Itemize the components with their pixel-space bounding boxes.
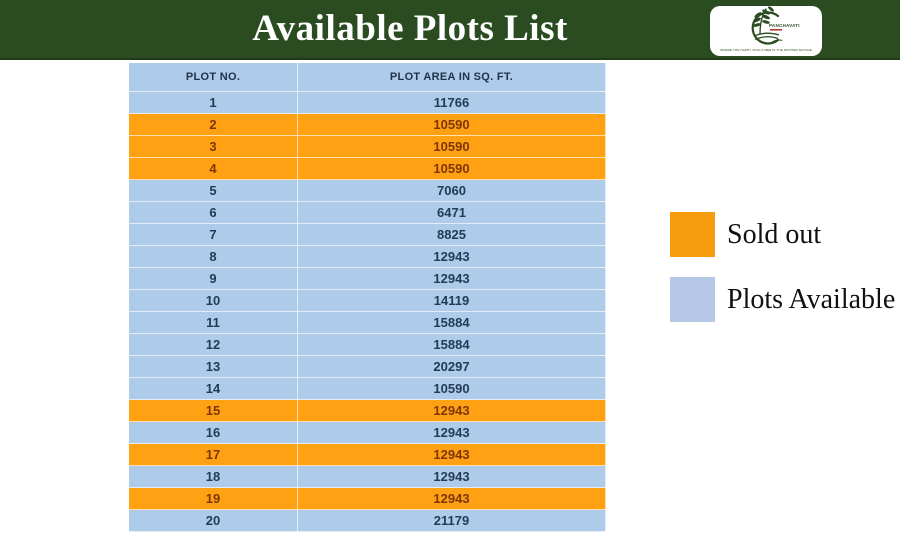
plot-area-cell: 10590 (297, 135, 606, 158)
plot-area-cell: 12943 (297, 465, 606, 488)
plot-no-cell: 18 (128, 465, 298, 488)
plot-no-cell: 11 (128, 311, 298, 334)
plot-no-cell: 19 (128, 487, 298, 510)
plot-area-cell: 15884 (297, 311, 606, 334)
plot-no-cell: 4 (128, 157, 298, 180)
plot-no-cell: 14 (128, 377, 298, 400)
plot-no-cell: 3 (128, 135, 298, 158)
plot-area-cell: 12943 (297, 487, 606, 510)
table-row: 10 14119 (128, 289, 606, 312)
plot-area-cell: 10590 (297, 377, 606, 400)
table-row: 13 20297 (128, 355, 606, 378)
sold-out-swatch (670, 212, 715, 257)
plot-no-cell: 1 (128, 91, 298, 114)
table-row: 19 12943 (128, 487, 606, 510)
plot-no-cell: 16 (128, 421, 298, 444)
plots-available-label: Plots Available (727, 283, 896, 315)
sold-out-label: Sold out (727, 218, 822, 250)
column-header-plot-no: PLOT NO. (128, 62, 298, 92)
plot-area-cell: 10590 (297, 157, 606, 180)
page-title: Available Plots List (252, 8, 568, 49)
column-header-plot-area: PLOT AREA IN SQ. FT. (297, 62, 606, 92)
plot-no-cell: 8 (128, 245, 298, 268)
table-row: 1 11766 (128, 91, 606, 114)
plot-area-cell: 12943 (297, 421, 606, 444)
plot-area-cell: 14119 (297, 289, 606, 312)
plot-no-cell: 2 (128, 113, 298, 136)
plot-area-cell: 12943 (297, 267, 606, 290)
table-row: 20 21179 (128, 509, 606, 532)
leaf-emblem-icon: PANCHAVATI WHERE THE HAPPY SOULS MEETS T… (720, 6, 812, 52)
table-row: 9 12943 (128, 267, 606, 290)
table-header-row: PLOT NO. PLOT AREA IN SQ. FT. (128, 62, 606, 92)
table-row: 2 10590 (128, 113, 606, 136)
legend-item-plots-available: Plots Available (670, 277, 900, 322)
plot-no-cell: 10 (128, 289, 298, 312)
table-row: 16 12943 (128, 421, 606, 444)
plot-no-cell: 17 (128, 443, 298, 466)
plot-no-cell: 6 (128, 201, 298, 224)
table-row: 7 8825 (128, 223, 606, 246)
table-row: 14 10590 (128, 377, 606, 400)
plot-no-cell: 12 (128, 333, 298, 356)
plots-table-body: 1 11766 2 10590 3 10590 4 10590 5 7060 6 6471 7 8825 8… (128, 91, 606, 532)
panchavati-logo: PANCHAVATI WHERE THE HAPPY SOULS MEETS T… (710, 6, 822, 56)
plot-area-cell: 7060 (297, 179, 606, 202)
plot-no-cell: 15 (128, 399, 298, 422)
logo-brand-text: PANCHAVATI (769, 23, 800, 28)
plot-area-cell: 15884 (297, 333, 606, 356)
legend-item-sold-out: Sold out (670, 212, 900, 257)
plot-area-cell: 21179 (297, 509, 606, 532)
table-row: 17 12943 (128, 443, 606, 466)
plot-area-cell: 8825 (297, 223, 606, 246)
title-bar: Available Plots List (0, 0, 900, 60)
table-row: 12 15884 (128, 333, 606, 356)
table-row: 6 6471 (128, 201, 606, 224)
plot-area-cell: 20297 (297, 355, 606, 378)
table-row: 5 7060 (128, 179, 606, 202)
plot-area-cell: 12943 (297, 443, 606, 466)
plots-table: PLOT NO. PLOT AREA IN SQ. FT. 1 11766 2 105… (128, 62, 606, 532)
plot-no-cell: 7 (128, 223, 298, 246)
table-row: 11 15884 (128, 311, 606, 334)
table-row: 15 12943 (128, 399, 606, 422)
legend: Sold out Plots Available (670, 212, 900, 342)
plot-area-cell: 11766 (297, 91, 606, 114)
plot-no-cell: 9 (128, 267, 298, 290)
logo-tagline-text: WHERE THE HAPPY SOULS MEETS THE MOTHER N… (720, 48, 812, 52)
plot-area-cell: 6471 (297, 201, 606, 224)
table-row: 4 10590 (128, 157, 606, 180)
table-row: 8 12943 (128, 245, 606, 268)
table-row: 3 10590 (128, 135, 606, 158)
plots-available-swatch (670, 277, 715, 322)
plot-no-cell: 5 (128, 179, 298, 202)
plot-area-cell: 10590 (297, 113, 606, 136)
plot-area-cell: 12943 (297, 245, 606, 268)
plot-no-cell: 20 (128, 509, 298, 532)
plot-no-cell: 13 (128, 355, 298, 378)
table-row: 18 12943 (128, 465, 606, 488)
plot-area-cell: 12943 (297, 399, 606, 422)
